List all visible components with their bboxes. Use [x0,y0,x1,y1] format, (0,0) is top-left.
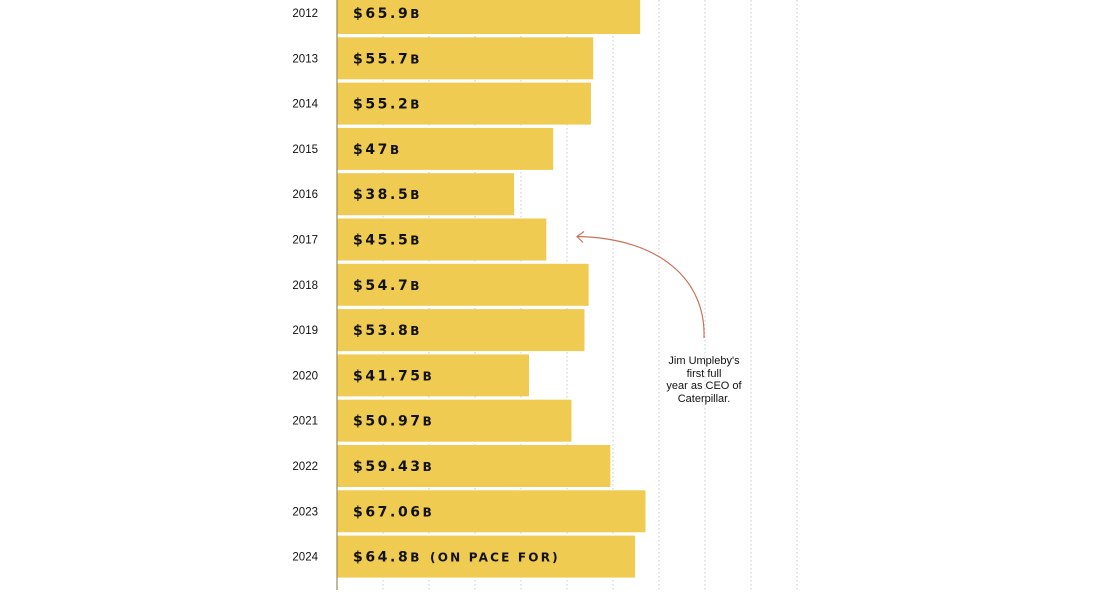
value-amount: $54.7 [353,278,410,294]
value-unit: B [410,324,422,338]
value-label: $45.5B [353,233,422,249]
value-unit: B [410,98,422,112]
value-unit: B [410,7,422,21]
value-unit: B [410,234,422,248]
value-label: $38.5B [353,187,422,203]
year-labels: 2012 2013 2014 2015 2016 2017 2018 2019 2020 2021… [292,8,318,564]
value-unit: B [410,188,422,202]
value-amount: $67.06 [353,504,423,520]
bar [337,354,530,397]
bar [337,173,515,216]
value-amount: $59.43 [353,459,423,475]
value-labels: $65.9B$55.7B$55.2B$47B$38.5B$45.5B$54.7B… [353,6,560,566]
value-amount: $53.8 [353,323,410,339]
value-unit: B [423,415,435,429]
value-unit: B [390,143,402,157]
bar [337,263,589,306]
bar [337,218,547,261]
value-amount: $55.2 [353,97,410,113]
bar [337,490,646,533]
value-unit: B [423,505,435,519]
year-label: 2016 [292,189,318,201]
bar [337,37,594,80]
value-amount: $55.7 [353,51,410,67]
bar [337,82,591,125]
bar [337,535,636,578]
value-label: $65.9B [353,6,422,22]
annotation-line: first full [686,367,722,380]
year-label: 2014 [292,99,318,111]
value-label: $53.8B [353,323,422,339]
bar [337,399,572,442]
year-label: 2015 [292,144,318,156]
value-amount: $65.9 [353,6,410,22]
value-label: $67.06B [353,504,434,520]
value-label: $50.97B [353,414,434,430]
year-label: 2020 [292,370,318,382]
year-label: 2023 [292,506,318,518]
bar [337,0,641,34]
year-label: 2013 [292,53,318,65]
value-unit: B [423,369,435,383]
value-label: $55.2B [353,97,422,113]
annotation-line: Jim Umpleby's [668,355,740,367]
year-label: 2022 [292,461,318,473]
value-amount: $38.5 [353,187,410,203]
year-label: 2018 [292,280,318,292]
annotation-line: Caterpillar. [677,392,731,405]
value-amount: $41.75 [353,368,423,384]
annotation-line: year as CEO of [666,380,742,392]
bar [337,445,611,487]
value-label: $54.7B [353,278,422,294]
value-amount: $45.5 [353,233,410,249]
year-label: 2012 [292,8,318,20]
value-unit: B [410,52,422,66]
value-label: $55.7B [353,51,422,67]
value-unit: B [423,460,435,474]
year-label: 2024 [292,552,318,564]
bars [337,0,646,578]
value-label: $64.8B (ON PACE FOR) [353,550,560,566]
bar [337,309,585,352]
year-label: 2017 [292,235,318,247]
value-amount: $47 [353,142,390,158]
value-amount: $64.8 [353,550,410,566]
value-label: $41.75B [353,368,434,384]
value-amount: $50.97 [353,414,423,430]
value-label: $59.43B [353,459,434,475]
value-unit: B [410,551,422,565]
bar [337,127,554,170]
year-label: 2021 [292,416,318,428]
value-note: (ON PACE FOR) [430,551,560,565]
value-unit: B [410,279,422,293]
annotation-arrowhead [576,231,585,243]
value-label: $47B [353,142,402,158]
annotation-arrow [576,235,705,339]
year-label: 2019 [292,325,318,337]
annotation-text: Jim Umpleby's first full year as CEO of Cat… [649,355,759,405]
